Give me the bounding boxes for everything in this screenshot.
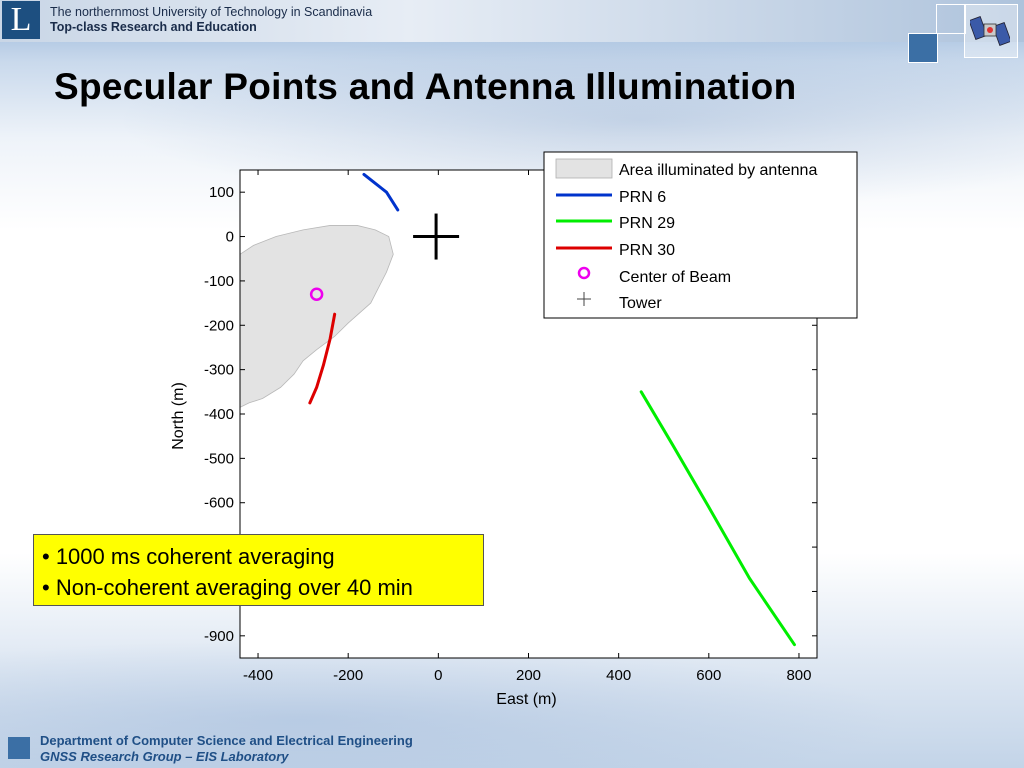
callout-bullet-noncoherent: • Non-coherent averaging over 40 min: [42, 575, 413, 600]
header-band: [0, 0, 1024, 42]
y-tick-label: -200: [204, 317, 234, 334]
y-tick-label: -300: [204, 362, 234, 379]
university-motto: Top-class Research and Education: [50, 20, 257, 34]
x-tick-label: 800: [786, 667, 811, 684]
legend-label: Tower: [619, 295, 662, 312]
legend-box: [543, 151, 858, 319]
legend-label: PRN 6: [619, 189, 666, 206]
satellite-icon: [968, 12, 1012, 55]
y-tick-label: -900: [204, 628, 234, 645]
legend-label: Center of Beam: [619, 269, 731, 286]
x-tick-label: -400: [243, 667, 273, 684]
slide-title: Specular Points and Antenna Illumination: [54, 66, 797, 107]
footer-group: GNSS Research Group – EIS Laboratory: [40, 749, 289, 764]
y-axis-label: North (m): [170, 382, 187, 450]
y-tick-label: 100: [209, 184, 234, 201]
x-tick-label: 600: [696, 667, 721, 684]
legend-label: PRN 30: [619, 242, 675, 259]
footer-square: [8, 737, 30, 759]
university-logo: L: [2, 1, 40, 39]
x-tick-label: 400: [606, 667, 631, 684]
legend-label: Area illuminated by antenna: [619, 162, 817, 179]
illuminated-area: [240, 225, 394, 408]
y-tick-label: 0: [226, 229, 234, 246]
callout-bullet-coherent: • 1000 ms coherent averaging: [42, 544, 335, 569]
x-tick-label: -200: [333, 667, 363, 684]
series-line-prn-29: [639, 390, 796, 647]
y-tick-label: -500: [204, 450, 234, 467]
x-tick-label: 0: [434, 667, 442, 684]
legend-swatch-area: [555, 158, 613, 179]
footer-department: Department of Computer Science and Elect…: [40, 733, 413, 748]
series-line-prn-30: [308, 312, 337, 405]
y-tick-label: -600: [204, 495, 234, 512]
y-tick-label: -100: [204, 273, 234, 290]
legend-swatch-beam: [577, 266, 591, 280]
center-of-beam-marker: [309, 287, 324, 301]
x-tick-label: 200: [516, 667, 541, 684]
y-tick-label: -400: [204, 406, 234, 423]
decor-square-outline-1: [936, 4, 966, 34]
legend-label: PRN 29: [619, 215, 675, 232]
series-line-prn-6: [362, 172, 400, 212]
university-tagline: The northernmost University of Technolog…: [50, 5, 373, 19]
decor-square-filled: [908, 33, 938, 63]
callout-box: • 1000 ms coherent averaging • Non-coher…: [33, 534, 484, 606]
x-axis-label: East (m): [496, 691, 556, 708]
